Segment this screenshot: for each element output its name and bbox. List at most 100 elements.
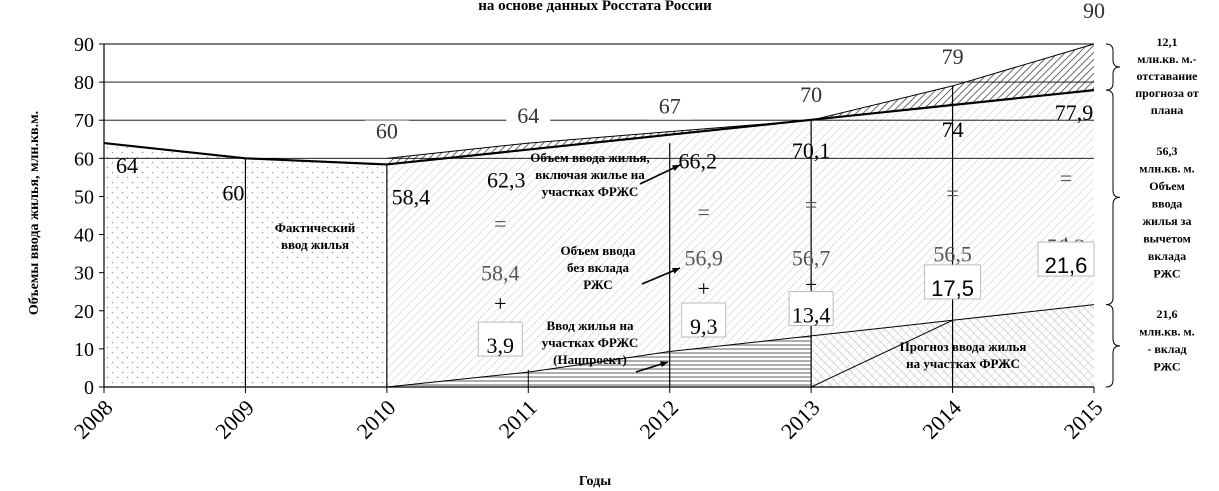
annotation-line: включая жилье на bbox=[535, 167, 645, 182]
y-tick-label: 0 bbox=[84, 377, 94, 399]
annotation-line: РЖС bbox=[583, 277, 612, 292]
annotation-arrowhead bbox=[660, 361, 668, 368]
annotation-line: Ввод жилья на bbox=[547, 318, 634, 333]
plan-label-2011: 64 bbox=[517, 103, 539, 128]
equals-sign: = bbox=[805, 192, 817, 217]
brace-label-line: 56,3 bbox=[1157, 144, 1178, 158]
plan-label-bg bbox=[364, 120, 409, 145]
annotation-line: участках ФРЖС bbox=[542, 184, 639, 199]
line-total-volume bbox=[103, 89, 1095, 166]
x-tick-label: 2010 bbox=[352, 395, 401, 444]
brace-label-line: млн.кв. м. bbox=[1139, 162, 1194, 176]
x-axis-title: Годы bbox=[579, 474, 611, 489]
brace-label-line: млн.кв. м.- bbox=[1137, 52, 1196, 66]
brace bbox=[1105, 89, 1121, 306]
annotation-1: Фактический ввод жилья bbox=[275, 220, 356, 252]
no-frzhs-label: 56,5 bbox=[933, 242, 972, 267]
annotation-line: Фактический bbox=[275, 220, 356, 235]
x-tick-label: 2009 bbox=[210, 395, 259, 444]
x-tick-label: 2011 bbox=[494, 395, 542, 443]
frzhs-label: 17,5 bbox=[931, 276, 974, 301]
annotation-line: на участках ФРЖС bbox=[906, 356, 1020, 371]
annotation-line: Прогноз ввода жилья bbox=[900, 339, 1027, 354]
brace-label-line: РЖС bbox=[1153, 267, 1180, 281]
x-tick-label: 2012 bbox=[634, 395, 683, 444]
annotation-line: (Нацпроект) bbox=[553, 352, 627, 367]
area-layer bbox=[104, 44, 1094, 387]
frzhs-label: 3,9 bbox=[487, 333, 515, 358]
line-frzhs bbox=[386, 304, 1095, 388]
annotation-line: участках ФРЖС bbox=[542, 335, 639, 350]
brace-label-line: - вклад bbox=[1147, 342, 1186, 356]
x-tick-label: 2015 bbox=[1059, 395, 1108, 444]
annotation-4: Ввод жилья на участках ФРЖС (Нацпроект) bbox=[542, 318, 639, 367]
y-tick-label: 20 bbox=[74, 301, 94, 323]
plan-label-2012: 67 bbox=[659, 94, 681, 119]
equals-sign: = bbox=[946, 181, 958, 206]
brace-label-line: вклада bbox=[1148, 249, 1186, 263]
chart-title: на основе данных Росстата России bbox=[478, 0, 712, 14]
y-tick-label: 30 bbox=[74, 263, 94, 285]
total-label-2010: 58,4 bbox=[392, 184, 431, 209]
y-tick-label: 60 bbox=[74, 148, 94, 170]
frzhs-label-box bbox=[924, 264, 982, 300]
brace-label-2: 56,3 млн.кв. м. Объем ввода жилья за вычетом в… bbox=[1139, 144, 1194, 281]
brace-label-line: отставание bbox=[1137, 69, 1199, 83]
data-labels: 60 64 67 70 79 90 64 60 58,4 62,3 66,2 70,1 74 77,9 = =… bbox=[116, 0, 1116, 358]
annotations: Фактический ввод жилья Объем ввода жилья, в… bbox=[275, 150, 1027, 373]
brace-label-line: Объем bbox=[1149, 179, 1185, 193]
brace-label-3: 21,6 млн.кв. м. - вклад РЖС bbox=[1139, 307, 1194, 374]
plan-label-bg bbox=[789, 84, 834, 109]
y-tick-label: 50 bbox=[74, 186, 94, 208]
annotation-arrowhead bbox=[672, 165, 680, 171]
plus-sign: + bbox=[805, 272, 817, 297]
plan-label-bg bbox=[930, 45, 975, 70]
total-label-2014: 74 bbox=[942, 117, 964, 142]
frzhs-label: 21,6 bbox=[1045, 253, 1088, 278]
brace-label-line: плана bbox=[1151, 103, 1184, 117]
frzhs-label-box bbox=[681, 302, 727, 338]
plan-label-bg bbox=[1072, 0, 1116, 24]
brace-label-1: 12,1 млн.кв. м.- отставание прогноза от план… bbox=[1135, 35, 1199, 117]
brace bbox=[1105, 304, 1121, 388]
frzhs-label: 13,4 bbox=[792, 303, 831, 328]
plan-label-bg bbox=[506, 105, 551, 130]
plan-label-2015: 90 bbox=[1083, 0, 1105, 23]
y-tick-label: 90 bbox=[74, 34, 94, 56]
no-frzhs-label: 56,9 bbox=[684, 245, 723, 270]
frzhs-label-box bbox=[1037, 241, 1095, 277]
brace-label-line: РЖС bbox=[1153, 360, 1180, 374]
brace-label-line: ввода bbox=[1152, 197, 1183, 211]
x-tick-label: 2013 bbox=[776, 395, 825, 444]
total-label-2008: 64 bbox=[116, 153, 138, 178]
plan-label-2010: 60 bbox=[376, 118, 398, 143]
no-frzhs-label: 58,4 bbox=[481, 261, 520, 286]
equals-sign: = bbox=[1060, 165, 1072, 190]
frzhs-label: 9,3 bbox=[690, 314, 718, 339]
brace bbox=[1105, 43, 1121, 91]
total-label-2012: 66,2 bbox=[678, 149, 717, 174]
total-label-2015: 77,9 bbox=[1055, 100, 1094, 125]
plus-sign: + bbox=[494, 291, 506, 316]
annotation-line: Объем ввода bbox=[561, 243, 636, 258]
braces: 12,1 млн.кв. м.- отставание прогноза от план… bbox=[1105, 35, 1199, 388]
annotation-5: Прогноз ввода жилья на участках ФРЖС bbox=[900, 339, 1027, 371]
vertical-markers bbox=[244, 85, 954, 387]
area-frzhs-national-project bbox=[386, 335, 812, 387]
plan-label-bg bbox=[647, 95, 692, 120]
y-tick-label: 10 bbox=[74, 339, 94, 361]
equals-sign: = bbox=[698, 200, 710, 225]
brace-label-line: млн.кв. м. bbox=[1139, 325, 1194, 339]
y-tick-label: 40 bbox=[74, 225, 94, 247]
annotation-3: Объем ввода без вклада РЖС bbox=[561, 243, 636, 292]
annotation-line: ввод жилья bbox=[281, 237, 349, 252]
y-tick-label: 70 bbox=[74, 110, 94, 132]
frzhs-label-box bbox=[477, 321, 523, 357]
x-tick-label: 2014 bbox=[917, 395, 966, 444]
brace-label-line: вычетом bbox=[1143, 232, 1191, 246]
plan-label-2014: 79 bbox=[942, 44, 964, 69]
annotation-line: Объем ввода жилья, bbox=[530, 150, 650, 165]
line-plan bbox=[386, 43, 1095, 159]
brace-label-line: прогноза от bbox=[1135, 86, 1199, 100]
